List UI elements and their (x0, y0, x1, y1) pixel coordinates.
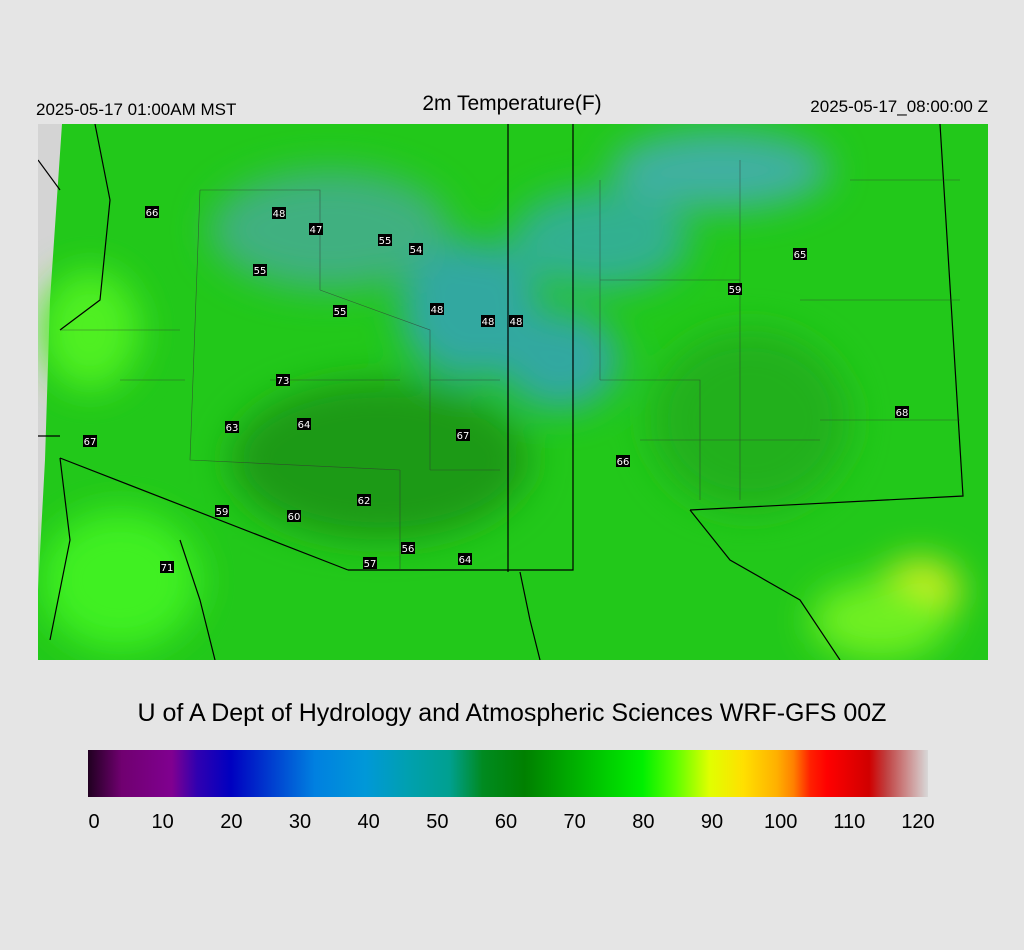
station-box (276, 374, 290, 386)
station-value: 48 (431, 305, 444, 316)
colorbar-tick-label: 60 (495, 811, 517, 833)
station-value: 64 (298, 420, 311, 431)
station-box (378, 234, 392, 246)
station-box (160, 561, 174, 573)
station-box (145, 206, 159, 218)
station-value: 57 (364, 559, 377, 570)
station-box (363, 557, 377, 569)
station-value: 47 (310, 225, 323, 236)
station-value: 60 (288, 512, 301, 523)
station-box (509, 315, 523, 327)
station-value: 56 (402, 544, 415, 555)
valid-local-time: 2025-05-17 01:00AM MST (36, 100, 236, 119)
colorbar-tick-label: 50 (426, 811, 448, 833)
station-box (728, 283, 742, 295)
colorbar-tick-label: 10 (152, 811, 174, 833)
station-box (357, 494, 371, 506)
station-value: 54 (410, 245, 423, 256)
station-value: 59 (216, 507, 229, 518)
station-value: 65 (794, 250, 807, 261)
station-value: 48 (510, 317, 523, 328)
station-value: 48 (273, 209, 286, 220)
station-box (456, 429, 470, 441)
colorbar-tick-label: 70 (564, 811, 586, 833)
colorbar-tick-label: 120 (901, 811, 934, 833)
station-value: 66 (146, 208, 159, 219)
colorbar-tick-label: 110 (833, 811, 865, 833)
station-value: 64 (459, 555, 472, 566)
station-value: 63 (226, 423, 239, 434)
station-box (287, 510, 301, 522)
station-labels: 66 48 47 55 54 55 65 59 55 48 48 48 73 68 63 64 67 67 66 62… (83, 206, 909, 574)
station-box (895, 406, 909, 418)
station-box (616, 455, 630, 467)
colorbar-tick-label: 0 (88, 811, 99, 833)
station-box (215, 505, 229, 517)
station-value: 66 (617, 457, 630, 468)
station-value: 59 (729, 285, 742, 296)
station-value: 67 (84, 437, 97, 448)
station-box (83, 435, 97, 447)
colorbar-tick-label: 90 (701, 811, 723, 833)
colorbar-tick-label: 30 (289, 811, 311, 833)
station-value: 73 (277, 376, 290, 387)
station-box (793, 248, 807, 260)
colorbar-tick-label: 20 (220, 811, 242, 833)
station-value: 55 (254, 266, 267, 277)
station-box (309, 223, 323, 235)
station-box (401, 542, 415, 554)
colorbar-tick-label: 100 (764, 811, 797, 833)
station-box (409, 243, 423, 255)
station-box (430, 303, 444, 315)
station-box (481, 315, 495, 327)
colorbar (88, 750, 928, 797)
station-value: 55 (334, 307, 347, 318)
station-box (297, 418, 311, 430)
station-value: 62 (358, 496, 371, 507)
credit: U of A Dept of Hydrology and Atmospheric… (138, 699, 887, 727)
colorbar-ticks: 0 10 20 30 40 50 60 70 80 90 100 110 120 (88, 811, 934, 833)
station-box (272, 207, 286, 219)
colorbar-tick-label: 40 (358, 811, 380, 833)
temperature-map (38, 124, 988, 660)
valid-utc-time: 2025-05-17_08:00:00 Z (810, 97, 988, 116)
station-box (333, 305, 347, 317)
station-value: 68 (896, 408, 909, 419)
station-value: 55 (379, 236, 392, 247)
colorbar-tick-label: 80 (632, 811, 654, 833)
station-value: 48 (482, 317, 495, 328)
station-box (458, 553, 472, 565)
station-box (253, 264, 267, 276)
station-box (225, 421, 239, 433)
map-title: 2m Temperature(F) (422, 92, 601, 115)
station-value: 67 (457, 431, 470, 442)
station-value: 71 (161, 563, 174, 574)
